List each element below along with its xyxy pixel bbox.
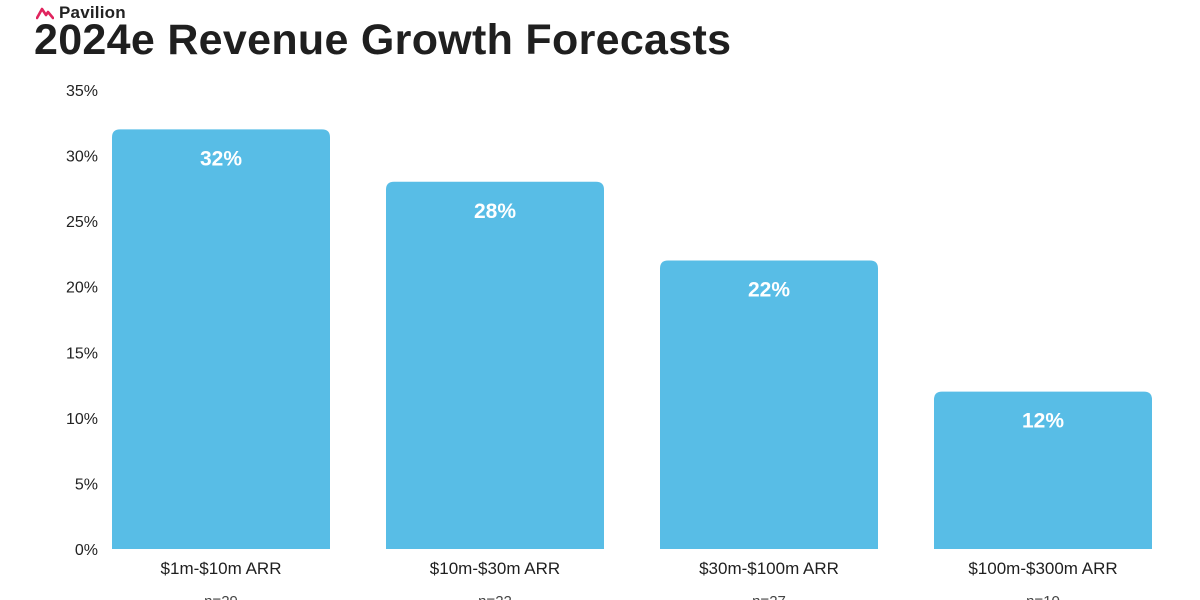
y-tick-label: 10% xyxy=(66,411,98,428)
bar xyxy=(386,181,604,550)
x-tick-label: $100m-$300m ARR xyxy=(968,559,1117,578)
data-label: 22% xyxy=(748,278,790,301)
bar xyxy=(660,260,878,549)
bar xyxy=(112,129,330,550)
y-tick-label: 20% xyxy=(66,280,98,297)
x-tick-label: $1m-$10m ARR xyxy=(161,559,282,578)
y-tick-label: 30% xyxy=(66,149,98,166)
brand-name: Pavilion xyxy=(59,3,126,22)
sample-size-label: n=22 xyxy=(478,593,512,600)
x-tick-label: $30m-$100m ARR xyxy=(699,559,839,578)
data-label: 12% xyxy=(1022,410,1064,433)
y-tick-label: 0% xyxy=(75,542,98,559)
x-tick-label: $10m-$30m ARR xyxy=(430,559,560,578)
data-label: 32% xyxy=(200,147,242,170)
y-tick-label: 15% xyxy=(66,345,98,362)
sample-size-label: n=29 xyxy=(204,593,238,600)
pavilion-logo-icon xyxy=(36,7,54,20)
sample-size-label: n=27 xyxy=(752,593,786,600)
sample-size-label: n=10 xyxy=(1026,593,1060,600)
y-tick-label: 5% xyxy=(75,476,98,493)
data-label: 28% xyxy=(474,200,516,223)
chart-title: 2024e Revenue Growth Forecasts xyxy=(34,16,732,64)
y-tick-label: 35% xyxy=(66,83,98,100)
y-tick-label: 25% xyxy=(66,214,98,231)
bar xyxy=(934,391,1152,549)
brand-logo: Pavilion xyxy=(36,3,126,23)
